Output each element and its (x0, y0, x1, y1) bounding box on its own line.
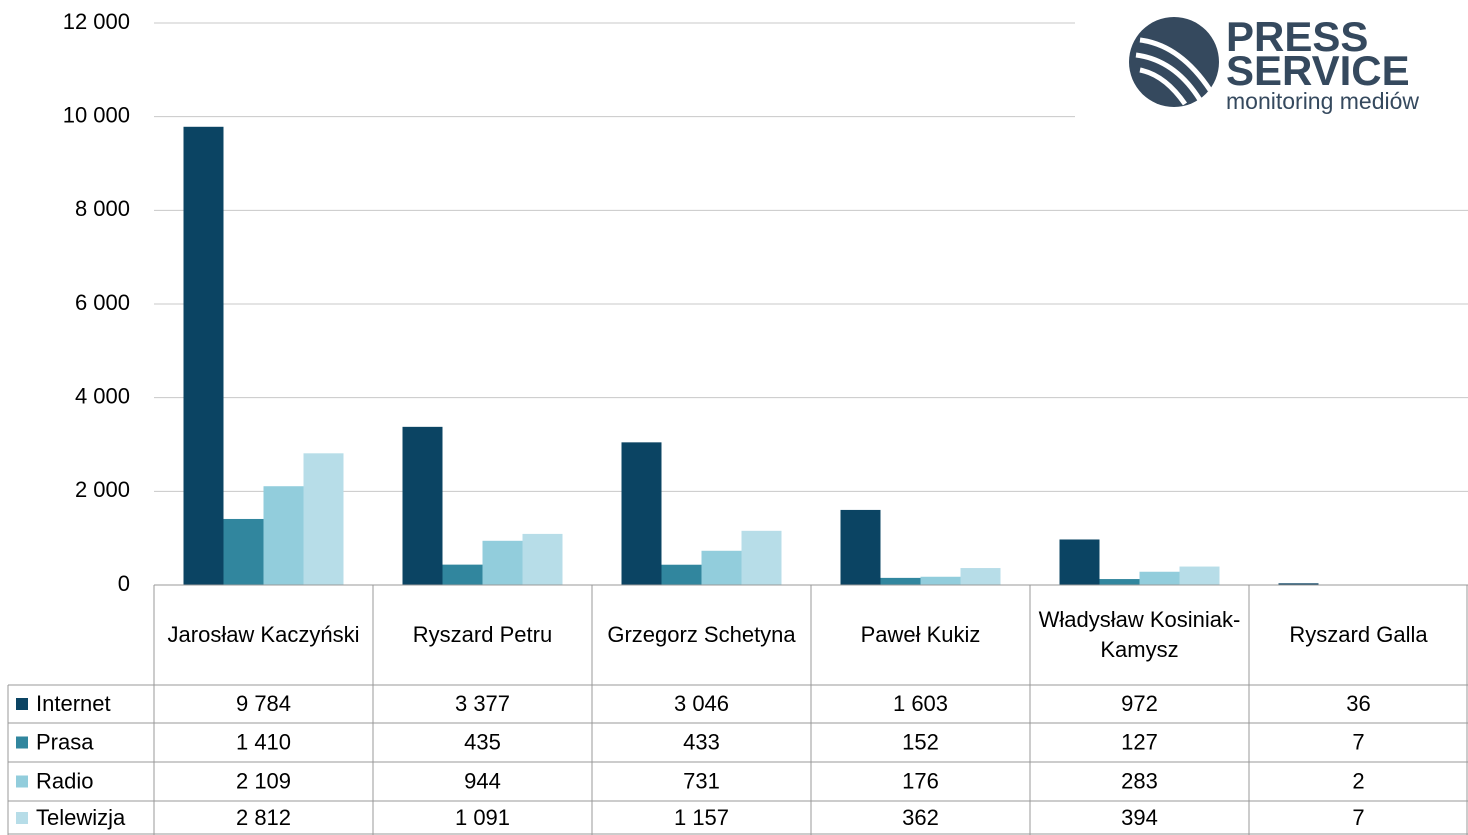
bar (442, 564, 483, 585)
bar (621, 442, 662, 585)
legend-swatch (16, 812, 28, 824)
bar (661, 564, 702, 585)
bar (482, 540, 523, 585)
bar (840, 509, 881, 585)
logo-circle (1129, 17, 1219, 107)
bar (960, 568, 1001, 585)
bar (303, 453, 344, 585)
data-label: 944 (464, 768, 501, 793)
category-label-box: Władysław Kosiniak-Kamysz (1038, 607, 1241, 662)
data-label: 1 157 (674, 805, 729, 830)
category-label-box: Paweł Kukiz (860, 622, 981, 647)
data-label: 731 (683, 768, 720, 793)
data-label: 2 109 (236, 768, 291, 793)
legend-label: Telewizja (36, 805, 126, 830)
data-label: 9 784 (236, 691, 291, 716)
category-label-box: Grzegorz Schetyna (607, 622, 796, 647)
data-label: 1 410 (236, 729, 291, 754)
data-label: 7 (1352, 729, 1364, 754)
data-label: 433 (683, 729, 720, 754)
bar (402, 426, 443, 585)
data-label: 435 (464, 729, 501, 754)
data-label: 2 812 (236, 805, 291, 830)
category-label: Ryszard Galla (1289, 622, 1428, 647)
data-label: 394 (1121, 805, 1158, 830)
category-label-box: Ryszard Galla (1289, 622, 1428, 647)
y-tick-label: 12 000 (63, 9, 130, 34)
data-label: 362 (902, 805, 939, 830)
data-label: 972 (1121, 691, 1158, 716)
category-label-box: Ryszard Petru (412, 622, 553, 647)
y-tick-label: 6 000 (75, 290, 130, 315)
logo: PRESS SERVICE monitoring mediów (1075, 5, 1468, 123)
bar (1139, 571, 1180, 585)
y-tick-label: 4 000 (75, 383, 130, 408)
bar (701, 550, 742, 585)
category-label: Grzegorz Schetyna (607, 622, 796, 647)
legend-label: Prasa (36, 729, 94, 754)
data-label: 36 (1346, 691, 1370, 716)
bar (183, 126, 224, 586)
logo-tagline: monitoring mediów (1226, 88, 1419, 114)
category-label: Władysław Kosiniak-Kamysz (1038, 607, 1241, 662)
data-label: 1 603 (893, 691, 948, 716)
y-tick-label: 0 (118, 571, 130, 596)
data-label: 1 091 (455, 805, 510, 830)
bar (741, 530, 782, 585)
data-label: 2 (1352, 768, 1364, 793)
bar (1099, 579, 1140, 585)
bar (1179, 566, 1220, 585)
y-tick-label: 2 000 (75, 477, 130, 502)
bar (880, 577, 921, 585)
logo-stripes (1135, 37, 1213, 106)
data-label: 7 (1352, 805, 1364, 830)
category-label: Paweł Kukiz (860, 622, 981, 647)
data-label: 176 (902, 768, 939, 793)
y-tick-label: 8 000 (75, 196, 130, 221)
data-label: 3 377 (455, 691, 510, 716)
bar (1059, 539, 1100, 585)
category-label: Ryszard Petru (412, 622, 553, 647)
legend-label: Internet (36, 691, 111, 716)
data-label: 3 046 (674, 691, 729, 716)
legend-swatch (16, 698, 28, 710)
bar (263, 486, 304, 585)
bar (223, 518, 264, 585)
y-tick-label: 10 000 (63, 102, 130, 127)
logo-line2: SERVICE (1226, 47, 1410, 94)
grid-layer (154, 22, 1468, 586)
data-label: 127 (1121, 729, 1158, 754)
category-label: Jarosław Kaczyński (167, 622, 360, 647)
data-label: 152 (902, 729, 939, 754)
bar (522, 533, 563, 585)
category-label-box: Jarosław Kaczyński (167, 622, 360, 647)
legend-swatch (16, 736, 28, 749)
logo-line1: PRESS (1226, 13, 1368, 60)
legend-label: Radio (36, 768, 93, 793)
bar (920, 576, 961, 585)
legend-swatch (16, 775, 28, 788)
data-label: 283 (1121, 768, 1158, 793)
bar (1278, 583, 1319, 585)
